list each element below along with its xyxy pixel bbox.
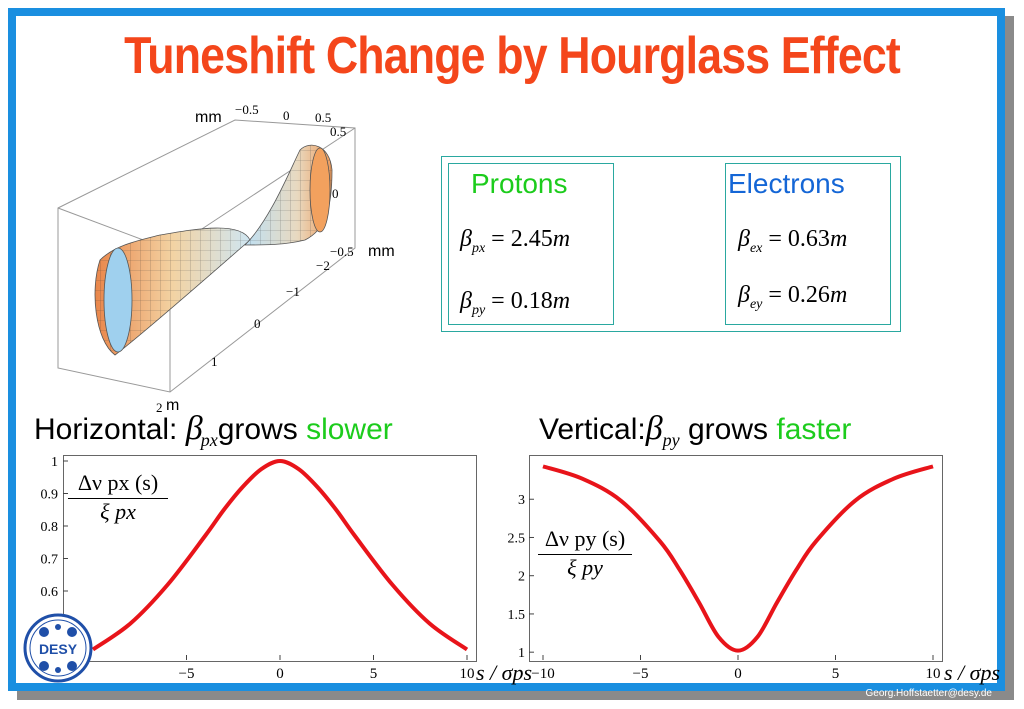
- x-tick-label: −10: [531, 666, 554, 682]
- y-tick-label: 0.6: [41, 585, 59, 600]
- caption-tail: faster: [776, 413, 852, 446]
- tuneshift-curve: [542, 464, 934, 653]
- electrons-heading: Electrons: [728, 168, 845, 199]
- horizontal-caption: Horizontal: βpxgrows slower: [34, 410, 393, 451]
- frame-shadow-bottom: [17, 690, 1013, 700]
- beta-symbol: β: [460, 288, 472, 314]
- x-tick-label: 5: [832, 666, 840, 682]
- beta-unit: m: [829, 226, 848, 252]
- beta-value: = 2.45: [491, 226, 553, 252]
- x-tick-label: −5: [179, 666, 195, 682]
- desy-logo: DESY: [23, 613, 93, 683]
- beta-value: = 0.26: [768, 282, 830, 308]
- beta-unit: m: [552, 288, 571, 314]
- x-tick-label: 0: [276, 666, 284, 682]
- beta-sub: px: [471, 240, 486, 256]
- unit-label-right: mm: [368, 243, 395, 260]
- right-y-denominator: ξ py: [567, 555, 603, 580]
- unit-label-depth: m: [166, 397, 179, 414]
- footer-email: Georg.Hoffstaetter@desy.de: [865, 688, 992, 699]
- beta-unit: m: [829, 282, 848, 308]
- vertical-chart-frame: [529, 455, 943, 662]
- beta-value: = 0.18: [491, 288, 553, 314]
- caption-tail: slower: [306, 413, 393, 446]
- slide-title: Tuneshift Change by Hourglass Effect: [124, 27, 901, 85]
- beta-symbol: β: [738, 226, 750, 252]
- y-tick-label: 0.9: [41, 488, 59, 503]
- electrons-box: [725, 163, 891, 325]
- y-tick-label: 1: [51, 455, 58, 470]
- hourglass-surface-plot: mm −0.5 0 0.5 0.5 0 −0.5 mm −2 −1 0 1 2 …: [57, 102, 395, 415]
- beta-sub: py: [471, 302, 486, 318]
- x-tick-label: 10: [926, 666, 941, 682]
- beta-ex-formula: βex = 0.63m: [738, 226, 847, 257]
- y-tick-label: 3: [518, 493, 525, 508]
- caption-beta: β: [645, 410, 663, 447]
- caption-sub: py: [662, 430, 680, 450]
- beta-symbol: β: [460, 226, 472, 252]
- left-y-denominator: ξ px: [100, 499, 136, 524]
- protons-box: [448, 163, 614, 325]
- y-tick-label: 1.5: [508, 608, 526, 623]
- caption-beta: β: [185, 410, 203, 447]
- y-tick-label: 0.8: [41, 520, 59, 535]
- tick-depth-3: 0: [254, 316, 261, 331]
- y-tick-label: 0.7: [41, 553, 59, 568]
- tick-right-1: 0.5: [330, 124, 346, 139]
- beta-ey-formula: βey = 0.26m: [738, 282, 847, 313]
- tick-right-2: 0: [332, 186, 339, 201]
- tick-right-3: −0.5: [330, 244, 354, 259]
- unit-label-top: mm: [195, 109, 222, 126]
- caption-sub: px: [200, 430, 218, 450]
- y-tick-label: 1: [518, 646, 525, 661]
- right-y-numerator: Δν py (s): [538, 526, 632, 555]
- beta-value: = 0.63: [768, 226, 830, 252]
- beta-py-formula: βpy = 0.18m: [460, 288, 570, 319]
- tick-depth-5: 2: [156, 400, 163, 415]
- protons-heading: Protons: [471, 168, 568, 199]
- tick-depth-1: −2: [316, 258, 330, 273]
- tick-depth-4: 1: [211, 354, 218, 369]
- tick-top-3: 0.5: [315, 110, 331, 125]
- x-tick-label: 10: [460, 666, 475, 682]
- tick-top-1: −0.5: [235, 102, 259, 117]
- right-y-label: Δν py (s) ξ py: [538, 526, 632, 581]
- caption-prefix: Horizontal:: [34, 413, 178, 446]
- beta-sub: ex: [749, 240, 763, 256]
- slide-frame: [8, 8, 1005, 691]
- beta-unit: m: [552, 226, 571, 252]
- tick-depth-2: −1: [286, 284, 300, 299]
- left-x-label: s / σps: [476, 660, 533, 685]
- caption-mid: grows: [688, 413, 769, 446]
- tuneshift-curve: [91, 458, 469, 652]
- beta-function-panel: [441, 156, 901, 332]
- beta-sub: ey: [749, 296, 763, 312]
- frame-shadow-right: [1005, 16, 1014, 700]
- vertical-caption: Vertical:βpy grows faster: [539, 410, 851, 451]
- caption-prefix: Vertical:: [539, 413, 646, 446]
- tick-top-2: 0: [283, 108, 290, 123]
- logo-text: DESY: [39, 641, 78, 657]
- right-x-label: s / σps: [944, 660, 1001, 685]
- left-y-numerator: Δν px (s): [68, 470, 168, 499]
- beta-symbol: β: [738, 282, 750, 308]
- x-tick-label: 5: [370, 666, 378, 682]
- x-tick-label: 0: [734, 666, 742, 682]
- y-tick-label: 2.5: [508, 531, 526, 546]
- caption-mid: grows: [217, 413, 298, 446]
- beta-px-formula: βpx = 2.45m: [460, 226, 570, 257]
- y-tick-label: 2: [518, 570, 525, 585]
- left-y-label: Δν px (s) ξ px: [68, 470, 168, 525]
- x-tick-label: −5: [633, 666, 649, 682]
